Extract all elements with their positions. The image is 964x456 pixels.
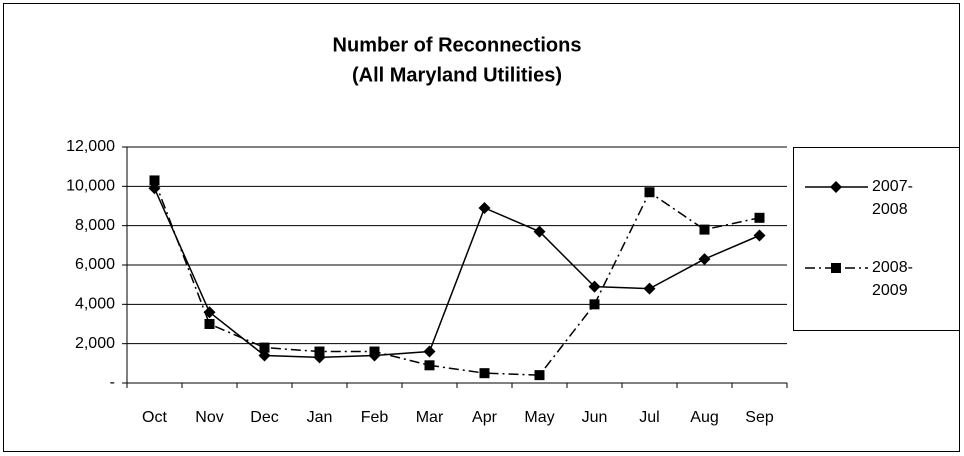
legend-marker: [831, 263, 841, 273]
marker: [204, 319, 215, 329]
marker: [424, 360, 435, 371]
x-tick-label: Apr: [472, 409, 498, 426]
marker: [589, 299, 600, 310]
legend-marker: [830, 181, 842, 193]
marker: [314, 346, 325, 357]
x-tick-label: Nov: [195, 409, 223, 426]
x-tick-label: Oct: [142, 409, 167, 426]
y-tick-label: 12,000: [66, 138, 115, 155]
x-tick-label: Feb: [361, 409, 389, 426]
x-tick-label: Sep: [745, 409, 774, 426]
marker: [369, 346, 380, 357]
marker: [149, 175, 160, 186]
marker: [699, 224, 710, 235]
x-tick-label: Jan: [307, 409, 333, 426]
marker: [478, 201, 491, 214]
marker: [588, 280, 601, 293]
series-line: [153, 180, 760, 376]
marker: [754, 212, 765, 223]
y-tick-label: -: [110, 374, 115, 391]
x-tick-label: Aug: [690, 409, 718, 426]
legend-label: 2007-2008: [872, 178, 913, 218]
marker: [533, 225, 546, 238]
x-tick-label: Jul: [639, 409, 659, 426]
x-tick-label: Dec: [250, 409, 278, 426]
y-tick-label: 8,000: [75, 217, 115, 234]
chart-title: Number of Reconnections: [333, 34, 582, 56]
y-tick-label: 2,000: [75, 335, 115, 352]
x-tick-label: May: [524, 409, 554, 426]
y-tick-label: 6,000: [75, 256, 115, 273]
marker: [534, 370, 545, 381]
marker: [644, 187, 655, 198]
legend-label: 2008-2009: [872, 259, 913, 299]
x-tick-label: Mar: [416, 409, 444, 426]
marker: [479, 368, 490, 379]
legend-box: [793, 147, 960, 331]
marker: [643, 282, 656, 295]
marker: [423, 345, 436, 358]
chart-subtitle: (All Maryland Utilities): [352, 64, 562, 86]
marker: [698, 253, 711, 266]
series-line: [153, 187, 760, 359]
y-tick-label: 4,000: [75, 296, 115, 313]
y-tick-label: 10,000: [66, 178, 115, 195]
x-tick-label: Jun: [582, 409, 608, 426]
marker: [753, 229, 766, 242]
marker: [259, 342, 270, 353]
